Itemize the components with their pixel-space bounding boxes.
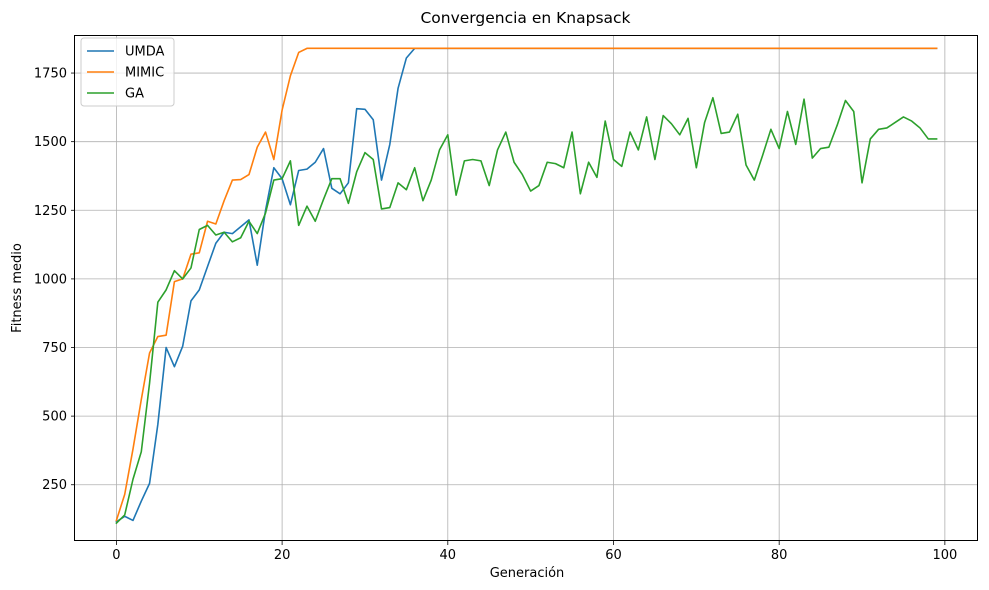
series-lines — [115, 47, 938, 525]
x-tick-label: 20 — [274, 548, 291, 563]
y-tick-label: 750 — [42, 341, 67, 356]
grid — [75, 36, 978, 541]
x-tick-label: 80 — [771, 548, 788, 563]
x-tick-label: 100 — [932, 548, 957, 563]
legend: UMDA MIMIC GA — [80, 37, 175, 107]
ticks: 0 20 40 60 80 100 250 500 750 1000 1250 1500 1750 — [34, 67, 957, 563]
x-tick-label: 40 — [440, 548, 457, 563]
x-axis-label: Generación — [490, 566, 565, 581]
y-tick-label: 1250 — [34, 204, 67, 219]
series-line-mimic — [115, 47, 938, 522]
plot-frame — [74, 35, 978, 541]
y-tick-label: 250 — [42, 478, 67, 493]
y-tick-label: 1500 — [34, 135, 67, 150]
legend-label-ga: GA — [125, 87, 144, 102]
y-tick-label: 1000 — [34, 272, 67, 287]
y-tick-label: 500 — [42, 410, 67, 425]
y-axis-label: Fitness medio — [10, 243, 25, 333]
x-tick-label: 0 — [112, 548, 120, 563]
series-line-ga — [115, 96, 938, 525]
legend-label-mimic: MIMIC — [125, 66, 164, 81]
y-tick-label: 1750 — [34, 67, 67, 82]
chart-title: Convergencia en Knapsack — [420, 9, 630, 27]
x-tick-label: 60 — [605, 548, 622, 563]
legend-label-umda: UMDA — [125, 45, 165, 60]
legend-box — [80, 37, 175, 107]
